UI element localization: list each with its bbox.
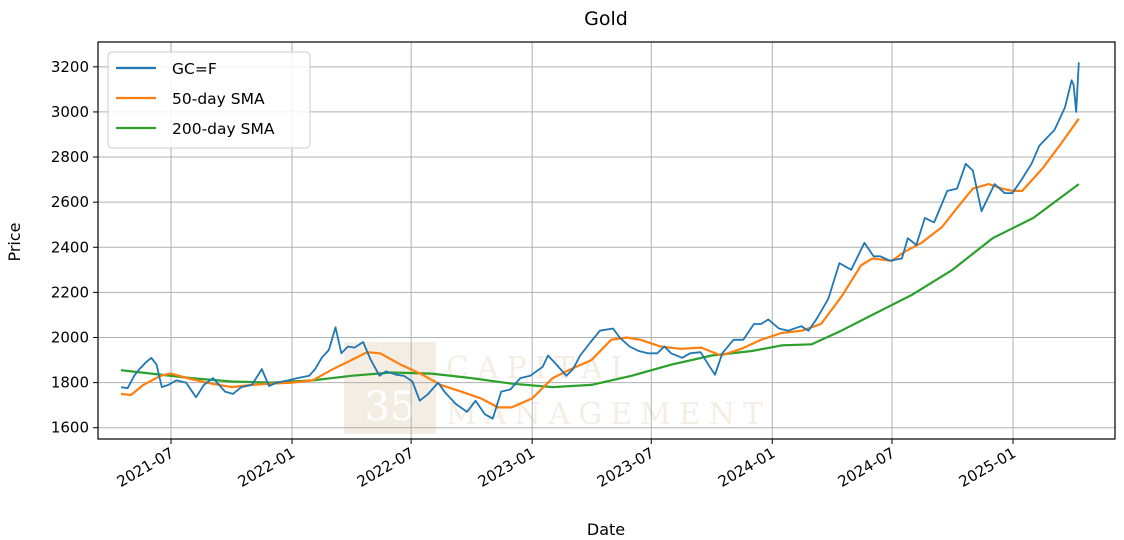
x-tick-label: 2022-01 — [235, 444, 298, 491]
series-line-gc-f — [120, 62, 1080, 420]
watermark-badge-text: 35 — [365, 384, 416, 430]
legend-label-sma200: 200-day SMA — [172, 120, 275, 138]
chart-title: Gold — [584, 8, 628, 30]
series-line-sma-50 — [120, 118, 1080, 409]
x-tick-label: 2023-07 — [594, 444, 657, 491]
watermark-badge-box — [344, 342, 436, 434]
x-axis-title: Date — [587, 520, 625, 539]
x-tick-label: 2022-07 — [354, 444, 417, 491]
x-tick-label: 2021-07 — [114, 444, 177, 491]
y-tick-label: 1800 — [51, 374, 89, 392]
watermark-line2: MANAGEMENT — [446, 397, 771, 432]
y-tick-label: 3000 — [51, 103, 89, 121]
watermark: 35 CAPITAL MANAGEMENT — [344, 342, 771, 434]
x-tick-label: 2025-01 — [956, 444, 1019, 491]
y-tick-label: 2000 — [51, 328, 89, 346]
watermark-line1: CAPITAL — [446, 351, 639, 386]
legend: GC=F 50-day SMA 200-day SMA — [107, 51, 311, 149]
x-tick-label: 2024-01 — [715, 444, 778, 491]
y-tick-label: 3200 — [51, 58, 89, 76]
y-tick-label: 2200 — [51, 283, 89, 301]
plot-frame — [97, 41, 1116, 440]
y-axis: 1600 1800 2000 2200 2400 2600 2800 3000 3200 — [51, 58, 98, 437]
legend-box — [107, 51, 311, 149]
y-tick-label: 1600 — [51, 419, 89, 437]
x-tick-label: 2023-01 — [475, 444, 538, 491]
legend-label-sma50: 50-day SMA — [172, 90, 265, 108]
series-layer — [120, 62, 1080, 420]
y-axis-title: Price — [5, 222, 24, 261]
grid-lines — [98, 42, 1115, 439]
x-tick-label: 2024-07 — [835, 444, 898, 491]
legend-label-gc: GC=F — [172, 60, 217, 78]
y-tick-label: 2600 — [51, 193, 89, 211]
y-tick-label: 2800 — [51, 148, 89, 166]
y-tick-label: 2400 — [51, 238, 89, 256]
x-axis: 2021-07 2022-01 2022-07 2023-01 2023-07 2024-… — [114, 439, 1019, 491]
